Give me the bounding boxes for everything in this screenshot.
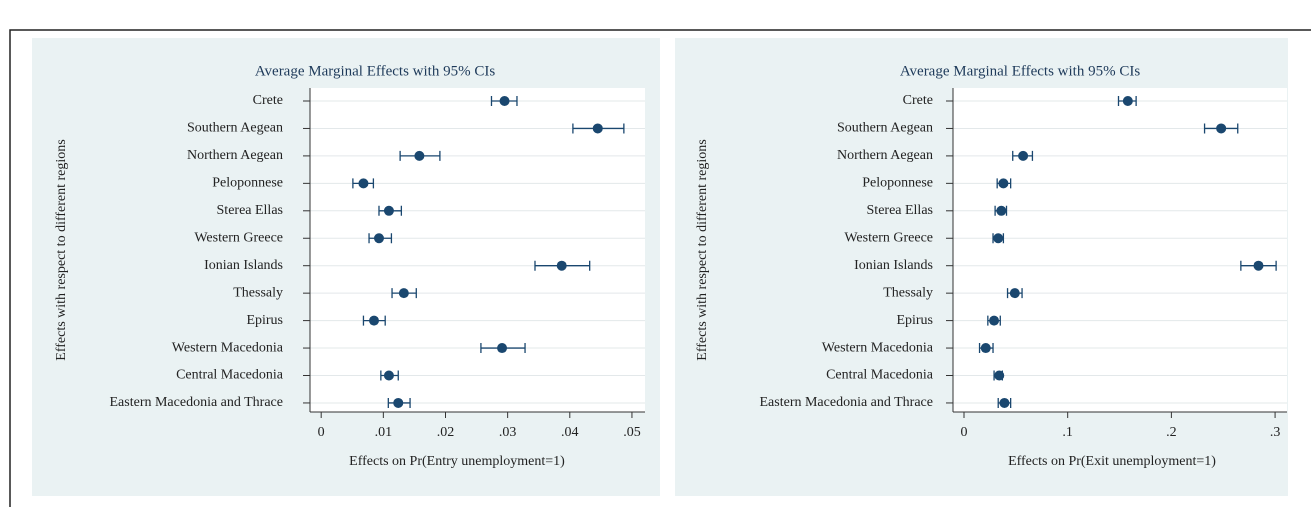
point-estimate [358,178,369,189]
y-tick-label: Ionian Islands [854,258,933,273]
y-tick-label: Sterea Ellas [867,203,933,218]
point-estimate [414,150,425,161]
chart-title: Average Marginal Effects with 95% CIs [255,63,496,79]
point-estimate [383,205,394,216]
chart-title: Average Marginal Effects with 95% CIs [900,63,1141,79]
x-tick-label: .01 [375,425,393,440]
y-tick-label: Epirus [246,313,283,328]
x-tick-label: .03 [499,425,517,440]
y-tick-label: Crete [903,93,933,108]
y-tick-label: Western Macedonia [822,340,934,355]
y-tick-label: Central Macedonia [826,368,934,383]
y-axis-label: Effects with respect to different region… [54,139,69,360]
point-estimate [999,397,1010,408]
y-tick-label: Southern Aegean [837,121,933,136]
frame [9,29,1311,507]
x-tick-label: .2 [1166,425,1177,440]
point-estimate [1018,150,1029,161]
x-tick-label: 0 [318,425,325,440]
y-tick-label: Northern Aegean [187,148,283,163]
point-estimate [393,397,404,408]
y-tick-label: Eastern Macedonia and Thrace [760,395,934,410]
point-estimate [497,343,508,354]
point-estimate [1009,288,1020,299]
y-tick-label: Western Macedonia [172,340,284,355]
y-tick-label: Western Greece [194,230,283,245]
point-estimate [993,233,1004,244]
y-tick-label: Sterea Ellas [217,203,283,218]
point-estimate [998,178,1009,189]
point-estimate [556,260,567,271]
point-estimate [994,370,1005,381]
plot-area [953,88,1287,412]
point-estimate [383,370,394,381]
point-estimate [592,123,603,134]
y-tick-label: Peloponnese [212,176,283,191]
y-tick-label: Northern Aegean [837,148,933,163]
point-estimate [373,233,384,244]
y-tick-label: Thessaly [883,285,933,300]
x-tick-label: .04 [561,425,579,440]
y-tick-label: Crete [253,93,283,108]
x-tick-label: .3 [1270,425,1281,440]
y-tick-label: Western Greece [844,230,933,245]
x-tick-label: 0 [960,425,967,440]
x-tick-label: .05 [623,425,641,440]
point-estimate [499,96,510,106]
plot-area [310,88,645,412]
x-axis-label: Effects on Pr(Exit unemployment=1) [1008,454,1216,469]
y-axis-label: Effects with respect to different region… [695,139,710,360]
point-estimate [996,205,1007,216]
x-tick-label: .1 [1062,425,1073,440]
point-estimate [1253,260,1264,271]
point-estimate [980,343,991,354]
x-axis-label: Effects on Pr(Entry unemployment=1) [349,454,565,469]
y-tick-label: Peloponnese [862,176,933,191]
point-estimate [369,315,380,326]
point-estimate [1122,96,1133,106]
point-estimate [989,315,1000,326]
y-tick-label: Epirus [896,313,933,328]
y-tick-label: Southern Aegean [187,121,283,136]
y-tick-label: Thessaly [233,285,283,300]
point-estimate [1216,123,1227,134]
y-tick-label: Central Macedonia [176,368,284,383]
y-tick-label: Eastern Macedonia and Thrace [110,395,284,410]
x-tick-label: .02 [437,425,455,440]
y-tick-label: Ionian Islands [204,258,283,273]
point-estimate [398,288,409,299]
